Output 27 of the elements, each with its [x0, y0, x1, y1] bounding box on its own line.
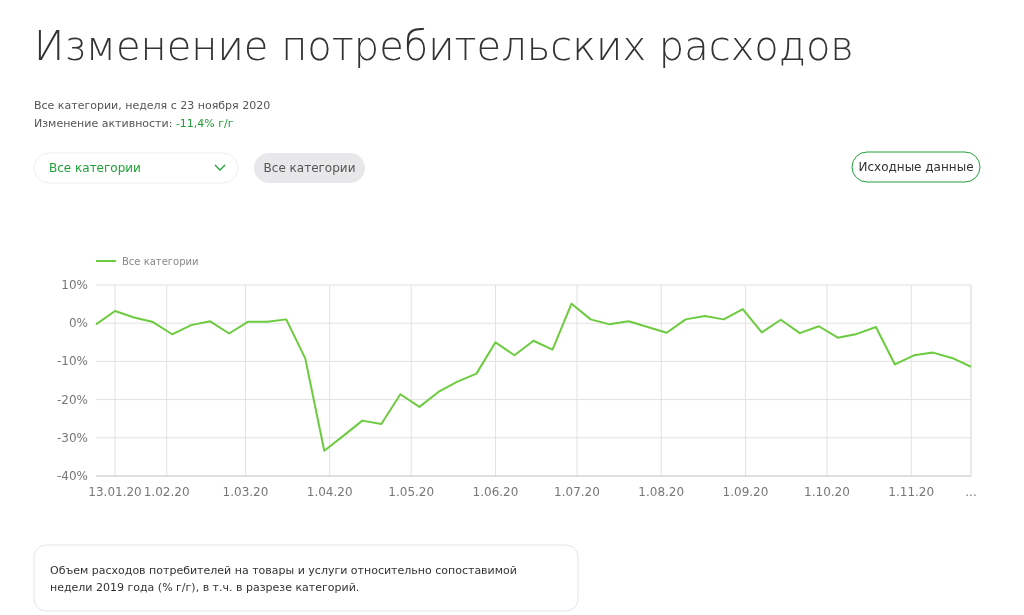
x-tick-label: 1.03.20 [222, 485, 269, 499]
y-tick-label: -20% [56, 392, 88, 407]
chart-title: Изменение потребительских расходов [34, 23, 854, 69]
x-tick-label: 1.04.20 [306, 485, 353, 499]
y-tick-label: 10% [61, 278, 88, 292]
text: Все категории [49, 161, 141, 175]
line-series [95, 302, 972, 452]
x-tick-label: 1.11.20 [888, 485, 935, 499]
y-tick-label: -40% [56, 469, 88, 483]
chart-subtitle: Все категории, неделя с 23 ноября 2020 [34, 99, 271, 112]
x-tick-label: 1.07.20 [554, 485, 600, 499]
text: Изменение активности: -11,4% г/г [34, 117, 234, 130]
x-tick-label: 1.10.20 [804, 485, 850, 499]
legend-label: Все категории [122, 256, 199, 267]
x-tick-label: 1.06.20 [472, 485, 519, 499]
x-tick-label: 1.02.20 [143, 485, 190, 499]
text: Объем расходов потребителей на товары и услуги относительно сопоставимой недели 2019 года (% г/г), в т.ч. в разрезе категорий. [50, 564, 517, 594]
y-tick-label: 0% [68, 316, 88, 331]
x-tick-label: 13.01.20 [88, 485, 142, 499]
x-tick-label: 1.05.20 [388, 485, 435, 499]
x-tick-label: ... [965, 485, 977, 499]
x-tick-label: 1.09.20 [722, 485, 769, 499]
y-tick-label: -10% [56, 354, 88, 369]
y-tick-label: -30% [56, 430, 88, 445]
x-tick-label: 1.08.20 [638, 485, 685, 499]
text: Все категории [263, 161, 356, 175]
text: Исходные данные [858, 160, 974, 174]
